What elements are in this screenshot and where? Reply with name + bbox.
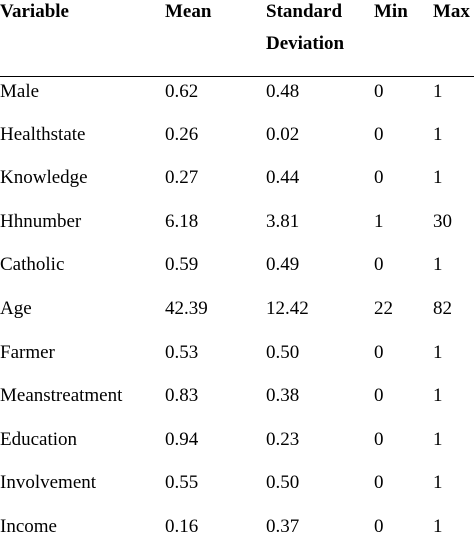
cell-mean: 0.26 [165, 123, 199, 145]
cell-variable: Male [0, 80, 40, 102]
table-row: Income 0.16 0.37 0 1 [0, 512, 474, 556]
table-row: Male 0.62 0.48 0 1 [0, 76, 474, 120]
cell-min: 0 [374, 80, 384, 102]
cell-sd: 0.50 [266, 341, 300, 363]
cell-sd: 0.50 [266, 472, 300, 494]
cell-max: 1 [433, 123, 443, 145]
cell-max: 1 [433, 80, 443, 102]
table-row: Involvement 0.55 0.50 0 1 [0, 468, 474, 512]
cell-variable: Age [0, 297, 32, 319]
table-row: Catholic 0.59 0.49 0 1 [0, 250, 474, 294]
cell-variable: Farmer [0, 341, 55, 363]
cell-min: 0 [374, 385, 384, 407]
cell-min: 0 [374, 167, 384, 189]
cell-mean: 0.62 [165, 80, 199, 102]
cell-sd: 0.44 [266, 167, 300, 189]
cell-mean: 42.39 [165, 297, 208, 319]
cell-max: 1 [433, 167, 443, 189]
cell-min: 0 [374, 472, 384, 494]
cell-max: 1 [433, 428, 443, 450]
cell-mean: 0.59 [165, 254, 199, 276]
header-min: Min [374, 1, 408, 22]
cell-max: 1 [433, 385, 443, 407]
cell-variable: Involvement [0, 472, 97, 494]
cell-sd: 12.42 [266, 297, 309, 319]
cell-max: 1 [433, 515, 443, 537]
cell-mean: 0.16 [165, 515, 199, 537]
table-row: Farmer 0.53 0.50 0 1 [0, 338, 474, 382]
cell-sd: 0.37 [266, 515, 300, 537]
cell-min: 0 [374, 341, 384, 363]
table-row: Hhnumber 6.18 3.81 1 30 [0, 207, 474, 251]
header-variable: Variable [0, 1, 69, 22]
cell-min: 22 [374, 297, 393, 319]
table-row: Age 42.39 12.42 22 82 [0, 294, 474, 338]
cell-mean: 0.55 [165, 472, 199, 494]
cell-variable: Knowledge [0, 167, 88, 189]
header-standard-deviation: Standard Deviation [266, 1, 345, 54]
cell-max: 30 [433, 210, 452, 232]
cell-variable: Income [0, 515, 57, 537]
cell-sd: 0.02 [266, 123, 300, 145]
header-max: Max [433, 1, 470, 22]
table-row: Meanstreatment 0.83 0.38 0 1 [0, 381, 474, 425]
cell-sd: 0.38 [266, 385, 300, 407]
cell-max: 1 [433, 341, 443, 363]
table-row: Knowledge 0.27 0.44 0 1 [0, 163, 474, 207]
cell-min: 0 [374, 254, 384, 276]
cell-mean: 0.27 [165, 167, 199, 189]
cell-mean: 0.53 [165, 341, 199, 363]
cell-min: 0 [374, 428, 384, 450]
cell-variable: Healthstate [0, 123, 86, 145]
cell-mean: 0.94 [165, 428, 199, 450]
cell-variable: Meanstreatment [0, 385, 123, 407]
cell-variable: Education [0, 428, 78, 450]
table-row: Education 0.94 0.23 0 1 [0, 425, 474, 469]
cell-sd: 0.23 [266, 428, 300, 450]
table-header-row: Variable Mean Standard Deviation Min Max [0, 0, 474, 76]
cell-min: 0 [374, 123, 384, 145]
cell-sd: 0.49 [266, 254, 300, 276]
cell-mean: 6.18 [165, 210, 199, 232]
cell-min: 0 [374, 515, 384, 537]
cell-max: 1 [433, 472, 443, 494]
cell-variable: Hhnumber [0, 210, 82, 232]
cell-max: 82 [433, 297, 452, 319]
cell-min: 1 [374, 210, 384, 232]
cell-variable: Catholic [0, 254, 65, 276]
cell-sd: 0.48 [266, 80, 300, 102]
cell-max: 1 [433, 254, 443, 276]
table-row: Healthstate 0.26 0.02 0 1 [0, 120, 474, 164]
header-mean: Mean [165, 1, 212, 22]
cell-sd: 3.81 [266, 210, 300, 232]
cell-mean: 0.83 [165, 385, 199, 407]
